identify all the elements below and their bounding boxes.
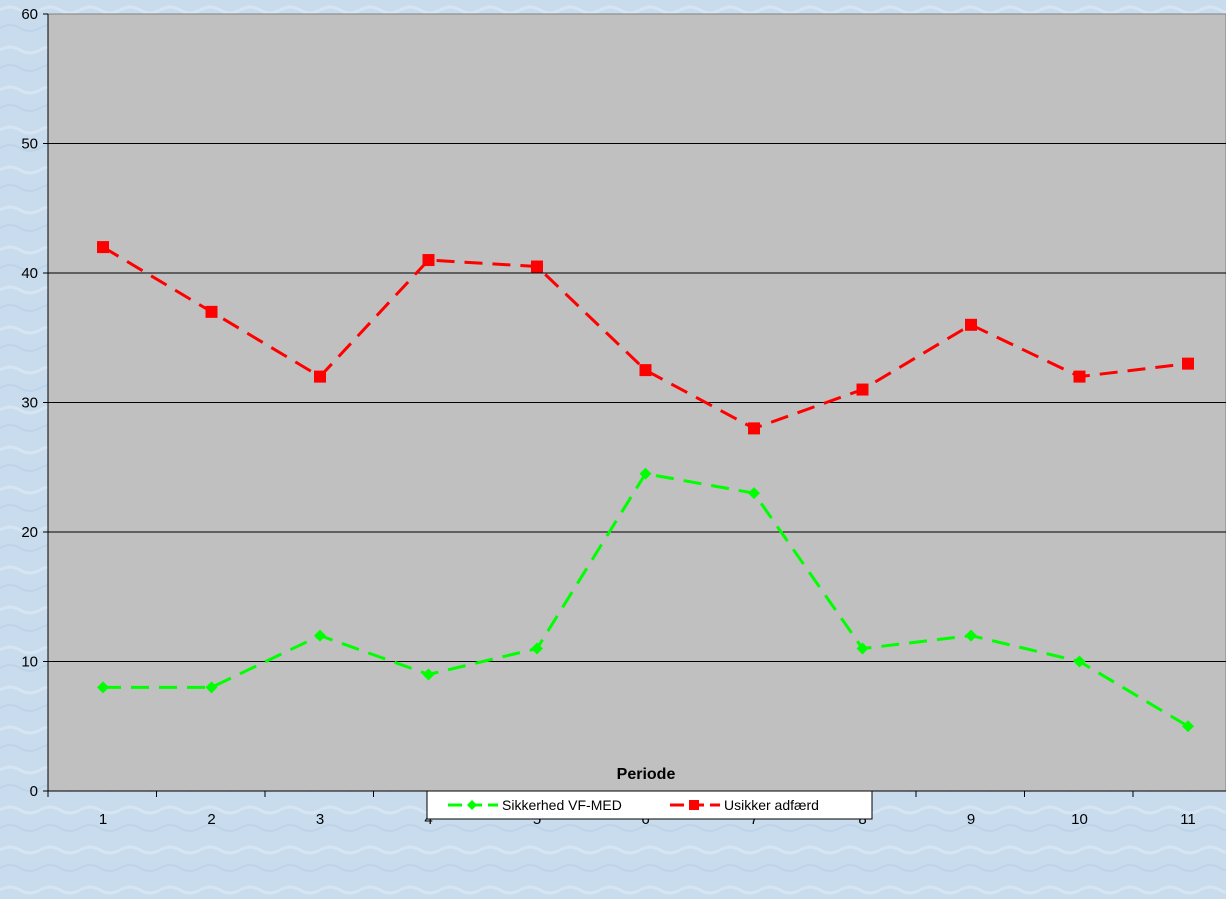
data-point-diamond [639,467,652,480]
data-point-square [97,241,109,254]
data-point-square [422,254,435,267]
data-point-square [965,318,977,331]
data-point-diamond [531,642,543,655]
x-tick-label: 3 [316,811,324,828]
x-tick-label: 11 [1180,811,1196,828]
data-point-diamond [314,629,326,642]
x-tick-label: 2 [207,811,215,828]
legend: Sikkerhed VF-MED Usikker adfærd [426,790,873,820]
y-tick-label: 50 [21,136,38,153]
x-axis-title: Periode [617,766,676,783]
legend-label: Sikkerhed VF-MED [502,797,622,813]
legend-entry: Usikker adfærd [670,797,819,813]
x-tick-label: 10 [1071,811,1088,828]
y-tick-label: 0 [30,783,38,800]
data-point-square [639,364,652,377]
y-tick-label: 10 [21,654,38,671]
data-point-diamond [467,800,477,810]
y-tick-label: 60 [21,6,38,23]
data-point-square [748,422,760,435]
data-point-diamond [1073,655,1086,668]
data-point-diamond [1182,720,1194,733]
y-tick-label: 40 [21,265,38,282]
data-point-square [1182,357,1194,370]
series-1 [97,467,1194,733]
series-group [97,241,1194,733]
legend-box [426,790,873,820]
x-tick-label: 1 [99,811,107,828]
data-point-square [1073,370,1086,383]
data-point-square [314,370,326,383]
y-tick-label: 30 [21,395,38,412]
data-point-diamond [856,642,869,655]
data-point-diamond [97,681,109,694]
legend-label: Usikker adfærd [724,797,819,813]
y-tick-label: 20 [21,524,38,541]
data-point-diamond [205,681,218,694]
legend-entry: Sikkerhed VF-MED [448,797,622,813]
data-point-square [205,305,218,318]
x-tick-label: 9 [967,811,975,828]
data-point-square [856,383,869,396]
gridlines [48,143,1226,662]
series-line [102,245,1189,431]
data-point-square [689,800,699,810]
data-point-diamond [965,629,977,642]
data-point-diamond [748,487,760,500]
data-point-square [531,260,543,273]
series-2 [97,241,1194,435]
data-point-diamond [422,668,435,681]
